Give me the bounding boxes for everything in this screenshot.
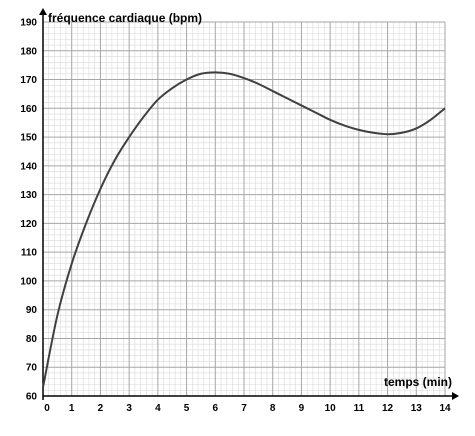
axes xyxy=(39,8,459,400)
y-tick-label: 100 xyxy=(20,276,37,287)
x-tick-labels: 0 1 2 3 4 5 6 7 8 9 10 11 12 13 14 xyxy=(44,403,451,414)
y-tick-label: 130 xyxy=(20,190,37,201)
x-tick-label: 6 xyxy=(213,403,219,414)
x-tick-label: 0 xyxy=(44,403,50,414)
x-tick-label: 9 xyxy=(299,403,305,414)
y-tick-label: 120 xyxy=(20,219,37,230)
y-tick-label: 160 xyxy=(20,104,37,115)
x-tick-label: 10 xyxy=(325,403,337,414)
y-tick-labels: 60 70 80 90 100 110 120 130 140 150 160 170 180 190 xyxy=(20,18,37,403)
x-tick-label: 4 xyxy=(155,403,161,414)
x-tick-label: 2 xyxy=(98,403,104,414)
x-tick-label: 13 xyxy=(411,403,423,414)
x-axis-label: temps (min) xyxy=(384,375,452,389)
y-tick-label: 90 xyxy=(26,305,38,316)
y-axis-label: fréquence cardiaque (bpm) xyxy=(48,11,202,25)
x-tick-label: 8 xyxy=(270,403,276,414)
x-tick-label: 12 xyxy=(382,403,394,414)
x-tick-label: 7 xyxy=(241,403,247,414)
y-tick-label: 190 xyxy=(20,18,37,29)
y-tick-label: 80 xyxy=(26,334,38,345)
y-tick-label: 170 xyxy=(20,75,37,86)
y-tick-label: 110 xyxy=(21,248,38,259)
heart-rate-line xyxy=(42,71,446,388)
x-tick-label: 5 xyxy=(184,403,190,414)
x-tick-label: 1 xyxy=(69,403,75,414)
x-tick-label: 14 xyxy=(439,403,451,414)
x-tick-label: 3 xyxy=(126,403,132,414)
x-tick-label: 11 xyxy=(354,403,365,414)
axis-arrowheads xyxy=(39,8,459,400)
y-tick-label: 140 xyxy=(20,161,37,172)
major-grid xyxy=(43,21,446,396)
y-tick-label: 180 xyxy=(20,46,37,57)
y-tick-label: 70 xyxy=(26,363,38,374)
y-tick-label: 60 xyxy=(26,392,38,403)
y-tick-label: 150 xyxy=(20,133,37,144)
